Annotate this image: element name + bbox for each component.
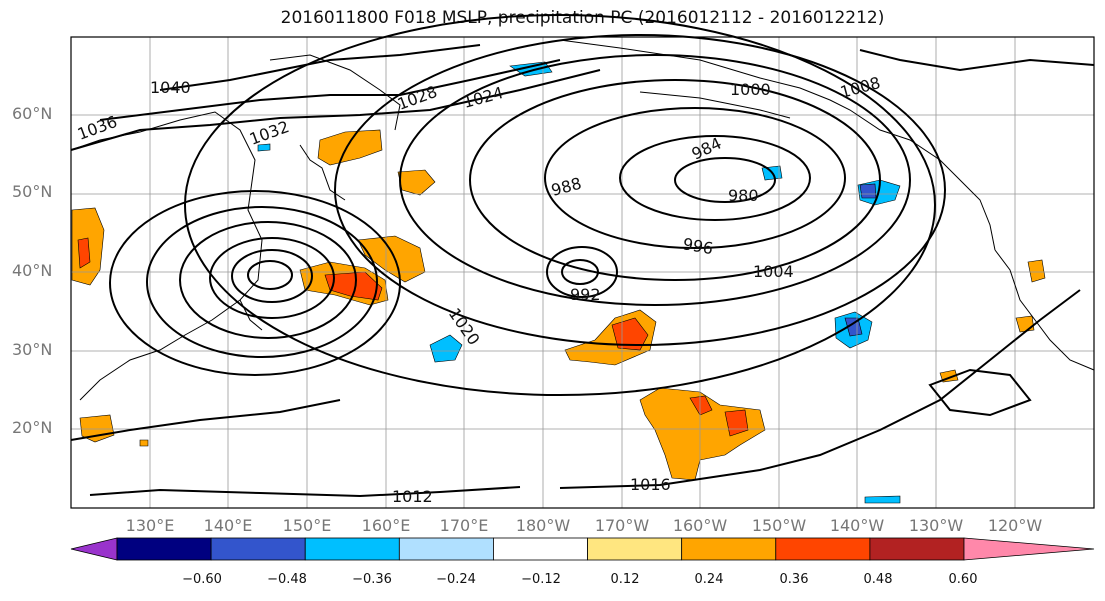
- colorbar-label: 0.24: [694, 572, 724, 587]
- colorbar-label: 0.12: [610, 572, 640, 587]
- precip-patch: [1027, 259, 1046, 283]
- contour-label-1000: 1000: [730, 80, 771, 99]
- lon-label-160e: 160°E: [361, 516, 411, 535]
- precip-patch: [77, 237, 91, 269]
- precip-patch: [859, 183, 877, 199]
- map-frame: [70, 36, 1095, 509]
- colorbar-extend-left: [70, 537, 118, 561]
- precip-patch: [357, 235, 426, 283]
- map-title: 2016011800 F018 MSLP, precipitation PC (…: [280, 8, 885, 28]
- colorbar-swatch: [116, 537, 212, 561]
- contour-label-980: 980: [728, 186, 759, 205]
- colorbar-swatch: [775, 537, 871, 561]
- precip-patch: [724, 409, 749, 437]
- lon-label-170e: 170°E: [439, 516, 489, 535]
- precip-patch: [257, 143, 271, 152]
- contour-label-1040: 1040: [150, 78, 191, 97]
- lon-label-140w: 140°W: [829, 516, 885, 535]
- colorbar-label: −0.48: [267, 572, 307, 587]
- colorbar-label: −0.36: [352, 572, 392, 587]
- lon-label-130w: 130°W: [908, 516, 964, 535]
- colorbar-swatch: [210, 537, 306, 561]
- lon-label-160w: 160°W: [672, 516, 728, 535]
- precip-patch: [79, 414, 115, 443]
- lat-label-30n: 30°N: [12, 340, 53, 359]
- map-background: [71, 37, 1094, 508]
- graticule: [71, 37, 1094, 508]
- colorbar-label: −0.24: [436, 572, 476, 587]
- contour-label-1004: 1004: [753, 262, 794, 281]
- precip-patch: [844, 317, 863, 337]
- colorbar-swatch: [304, 537, 400, 561]
- lat-label-20n: 20°N: [12, 418, 53, 437]
- precip-patch: [317, 129, 383, 166]
- lon-label-150e: 150°E: [282, 516, 332, 535]
- precip-patch: [139, 439, 149, 447]
- lon-label-180w: 180°W: [515, 516, 571, 535]
- colorbar: [70, 537, 1095, 561]
- lon-label-140e: 140°E: [203, 516, 253, 535]
- precip-patch: [864, 495, 901, 504]
- lon-label-170w: 170°W: [594, 516, 650, 535]
- lon-label-150w: 150°W: [751, 516, 807, 535]
- contour-label-1012: 1012: [392, 487, 433, 506]
- colorbar-label: 0.36: [779, 572, 809, 587]
- lat-label-60n: 60°N: [12, 104, 53, 123]
- colorbar-swatch: [398, 537, 494, 561]
- colorbar-swatch: [681, 537, 777, 561]
- contour-label-992: 992: [570, 285, 601, 304]
- colorbar-swatch: [493, 537, 588, 561]
- contour-label-1016: 1016: [630, 475, 671, 494]
- colorbar-extend-right: [963, 537, 1095, 561]
- lat-label-40n: 40°N: [12, 261, 53, 280]
- lat-label-50n: 50°N: [12, 182, 53, 201]
- colorbar-swatch: [587, 537, 683, 561]
- isobars: [70, 14, 1095, 498]
- lon-label-120w: 120°W: [987, 516, 1043, 535]
- colorbar-label: −0.12: [521, 572, 561, 587]
- colorbar-label: 0.60: [948, 572, 978, 587]
- colorbar-swatch: [869, 537, 965, 561]
- precip-patch: [429, 334, 463, 363]
- precip-patch: [509, 61, 553, 77]
- colorbar-label: −0.60: [182, 572, 222, 587]
- colorbar-label: 0.48: [863, 572, 893, 587]
- lon-label-130e: 130°E: [125, 516, 175, 535]
